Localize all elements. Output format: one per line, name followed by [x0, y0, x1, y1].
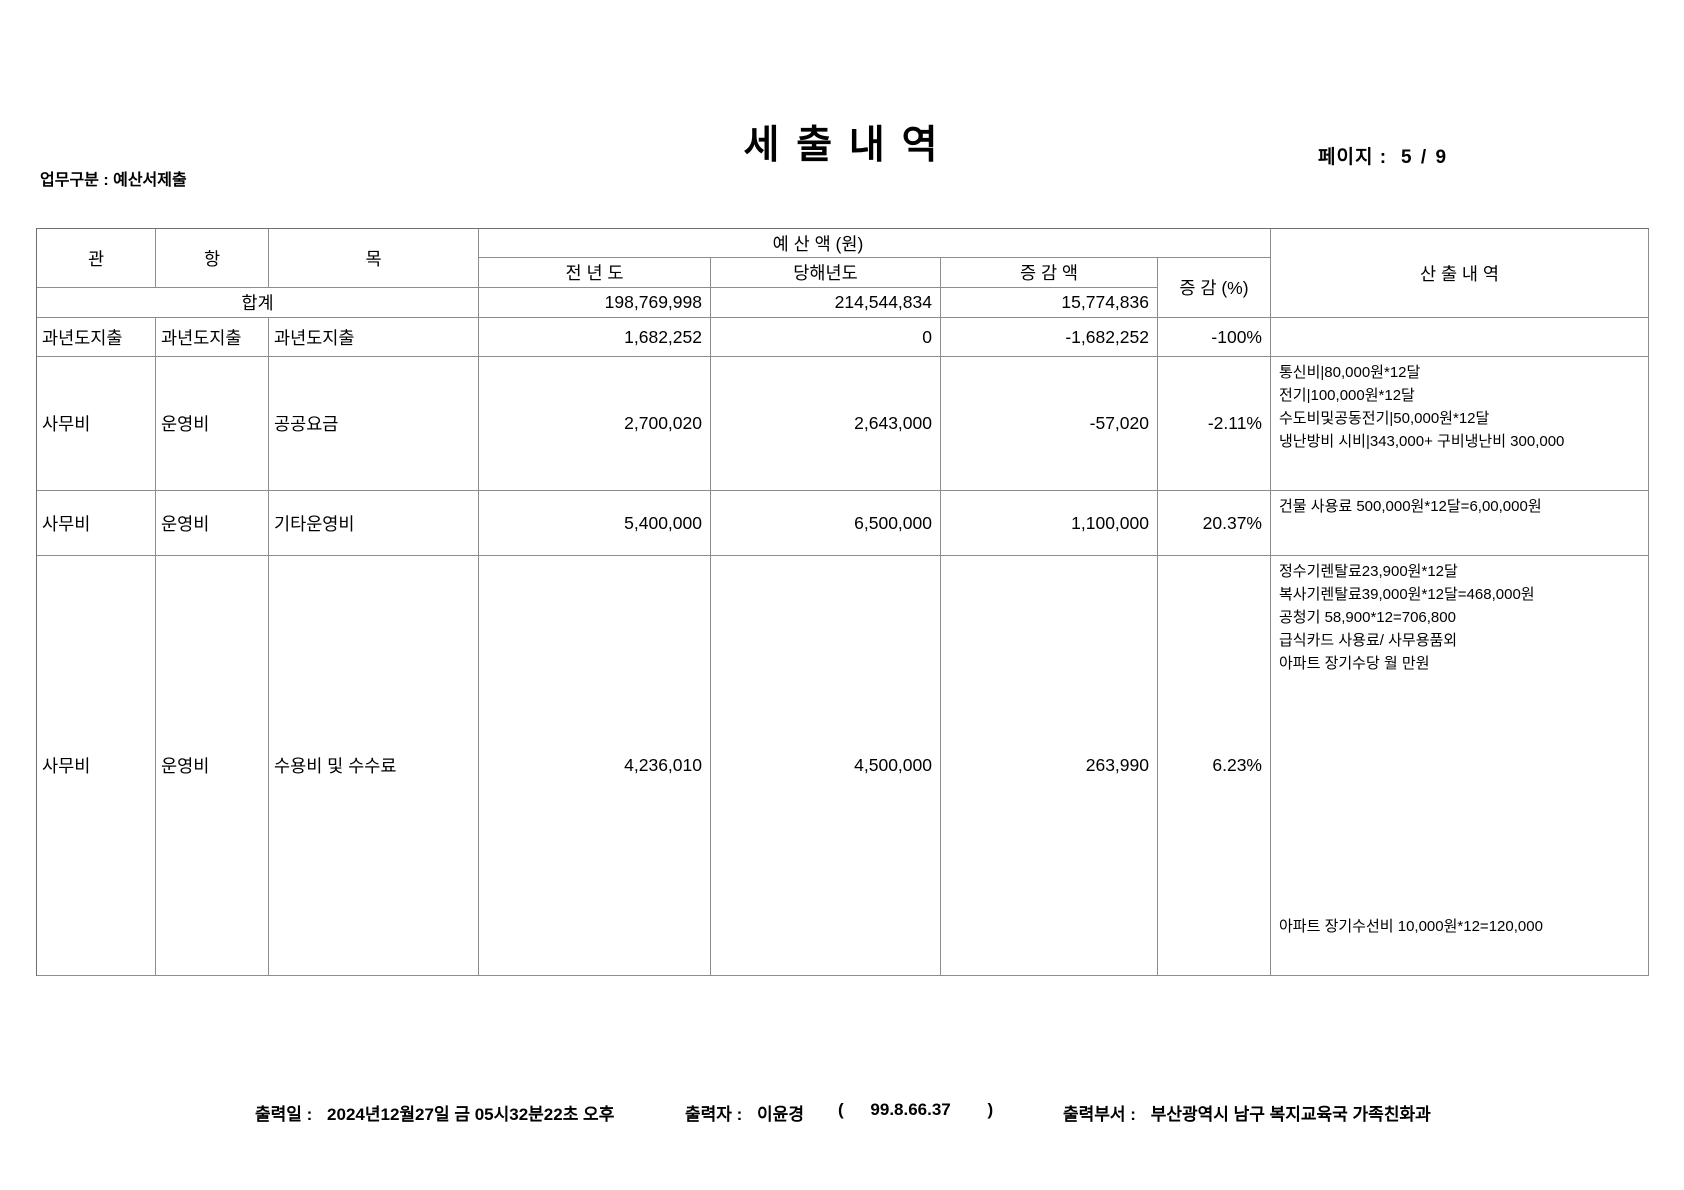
print-date-group: 출력일 : 2024년12월27일 금 05시32분22초 오후	[255, 1100, 614, 1125]
paren-open: (	[838, 1100, 844, 1119]
row-3-calculation-detail: 정수기렌탈료23,900원*12달 복사기렌탈료39,000원*12달=468,…	[1271, 556, 1649, 976]
col-header-calculation-detail: 산 출 내 역	[1271, 229, 1649, 318]
col-header-current-year: 당해년도	[711, 258, 941, 288]
row-2-prev-year: 5,400,000	[479, 491, 711, 556]
row-2-current-year: 6,500,000	[711, 491, 941, 556]
row-1-mok: 공공요금	[269, 357, 479, 491]
total-change-amount: 15,774,836	[941, 288, 1158, 318]
row-0-gwan: 과년도지출	[37, 318, 156, 357]
row-3-current-year: 4,500,000	[711, 556, 941, 976]
row-0-mok: 과년도지출	[269, 318, 479, 357]
printer-ip-group: ( 99.8.66.37 )	[838, 1100, 993, 1120]
detail-line: 건물 사용료 500,000원*12달=6,00,000원	[1279, 498, 1542, 515]
budget-table: 관 항 목 예 산 액 (원) 전 년 도 당해년도 증 감 액 증 감 (%)…	[36, 228, 1649, 976]
department-group: 출력부서 : 부산광역시 남구 복지교육국 가족친화과	[1063, 1100, 1431, 1125]
detail-line-bottom: 아파트 장기수선비 10,000원*12=120,000	[1279, 918, 1543, 935]
total-row-label: 합계	[37, 288, 479, 318]
row-2-hang: 운영비	[156, 491, 269, 556]
row-0-calculation-detail	[1271, 318, 1649, 357]
detail-line: 수도비및공동전기|50,000원*12달	[1279, 410, 1490, 427]
row-3-prev-year: 4,236,010	[479, 556, 711, 976]
print-date-label: 출력일 :	[255, 1105, 313, 1124]
col-header-change-percent: 증 감 (%)	[1158, 258, 1271, 318]
row-2-change-percent: 20.37%	[1158, 491, 1271, 556]
print-footer: 출력일 : 2024년12월27일 금 05시32분22초 오후 출력자 : 이…	[0, 1100, 1684, 1126]
row-3-gwan: 사무비	[37, 556, 156, 976]
detail-line: 공청기 58,900*12=706,800	[1279, 609, 1456, 626]
total-prev-year: 198,769,998	[479, 288, 711, 318]
col-header-hang: 항	[156, 229, 269, 288]
col-header-prev-year: 전 년 도	[479, 258, 711, 288]
paren-close: )	[987, 1100, 994, 1119]
row-0-current-year: 0	[711, 318, 941, 357]
page-indicator-value: 5 / 9	[1401, 147, 1449, 168]
row-2-mok: 기타운영비	[269, 491, 479, 556]
row-3-change-percent: 6.23%	[1158, 556, 1271, 976]
page-title: 세 출 내 역	[743, 124, 941, 167]
row-3-mok: 수용비 및 수수료	[269, 556, 479, 976]
page-indicator: 페이지 : 5 / 9	[1318, 142, 1448, 169]
row-2-calculation-detail: 건물 사용료 500,000원*12달=6,00,000원	[1271, 491, 1649, 556]
printer-name: 이윤경	[757, 1105, 804, 1124]
row-0-change-percent: -100%	[1158, 318, 1271, 357]
row-3-hang: 운영비	[156, 556, 269, 976]
row-1-change-percent: -2.11%	[1158, 357, 1271, 491]
col-header-mok: 목	[269, 229, 479, 288]
detail-line: 급식카드 사용료/ 사무용품외	[1279, 632, 1458, 649]
row-2-change-amount: 1,100,000	[941, 491, 1158, 556]
row-1-calculation-detail: 통신비|80,000원*12달 전기|100,000원*12달 수도비및공동전기…	[1271, 357, 1649, 491]
row-1-change-amount: -57,020	[941, 357, 1158, 491]
row-1-current-year: 2,643,000	[711, 357, 941, 491]
total-current-year: 214,544,834	[711, 288, 941, 318]
department-label: 출력부서 :	[1063, 1105, 1136, 1124]
detail-line: 냉난방비 시비|343,000+ 구비냉난비 300,000	[1279, 433, 1565, 450]
detail-line: 전기|100,000원*12달	[1279, 387, 1415, 404]
printer-label: 출력자 :	[685, 1105, 743, 1124]
row-1-prev-year: 2,700,020	[479, 357, 711, 491]
business-division-label: 업무구분 : 예산서제출	[40, 172, 187, 189]
row-0-change-amount: -1,682,252	[941, 318, 1158, 357]
detail-line: 아파트 장기수당 월 만원	[1279, 655, 1430, 672]
printer-ip: 99.8.66.37	[870, 1100, 951, 1119]
row-2-gwan: 사무비	[37, 491, 156, 556]
detail-line: 복사기렌탈료39,000원*12달=468,000원	[1279, 586, 1535, 603]
department-name: 부산광역시 남구 복지교육국 가족친화과	[1150, 1105, 1431, 1124]
col-header-gwan: 관	[37, 229, 156, 288]
row-0-hang: 과년도지출	[156, 318, 269, 357]
col-header-budget-amount: 예 산 액 (원)	[479, 229, 1271, 258]
print-date-value: 2024년12월27일 금 05시32분22초 오후	[327, 1105, 615, 1124]
row-3-change-amount: 263,990	[941, 556, 1158, 976]
detail-line: 정수기렌탈료23,900원*12달	[1279, 563, 1458, 580]
page-indicator-label: 페이지 :	[1318, 147, 1388, 168]
row-1-gwan: 사무비	[37, 357, 156, 491]
col-header-change-amount: 증 감 액	[941, 258, 1158, 288]
detail-line: 통신비|80,000원*12달	[1279, 364, 1421, 381]
row-0-prev-year: 1,682,252	[479, 318, 711, 357]
printer-group: 출력자 : 이윤경	[685, 1100, 804, 1125]
row-1-hang: 운영비	[156, 357, 269, 491]
